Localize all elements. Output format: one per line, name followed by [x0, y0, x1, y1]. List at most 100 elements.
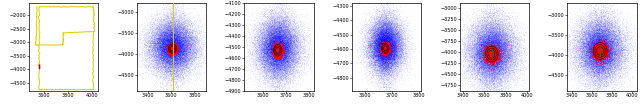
Point — [582, 44, 593, 46]
Point — [179, 48, 189, 49]
Point — [494, 59, 504, 61]
Point — [163, 40, 173, 41]
Point — [486, 61, 497, 63]
Point — [247, 55, 257, 57]
Point — [490, 42, 500, 44]
Point — [172, 50, 182, 52]
Point — [476, 69, 486, 70]
Point — [479, 59, 490, 61]
Point — [167, 67, 177, 69]
Point — [602, 55, 612, 57]
Point — [273, 70, 284, 72]
Point — [172, 28, 182, 29]
Point — [385, 34, 395, 36]
Point — [380, 53, 390, 54]
Point — [274, 39, 284, 41]
Point — [490, 22, 500, 24]
Point — [272, 71, 282, 73]
Point — [150, 42, 160, 44]
Point — [281, 44, 291, 46]
Point — [168, 48, 178, 50]
Point — [464, 42, 474, 44]
Point — [371, 24, 381, 26]
Point — [162, 14, 172, 16]
Point — [589, 80, 600, 82]
Point — [494, 22, 504, 23]
Point — [173, 57, 184, 59]
Point — [179, 34, 189, 36]
Point — [488, 58, 498, 60]
Point — [488, 62, 498, 63]
Point — [373, 67, 383, 68]
Point — [377, 25, 387, 27]
Point — [490, 57, 500, 58]
Point — [170, 46, 180, 47]
Point — [157, 43, 168, 44]
Point — [490, 46, 500, 48]
Point — [292, 57, 303, 59]
Point — [253, 51, 264, 53]
Point — [594, 55, 604, 56]
Point — [277, 77, 287, 79]
Point — [157, 40, 167, 42]
Point — [588, 55, 598, 57]
Point — [289, 18, 299, 20]
Point — [586, 36, 596, 38]
Point — [598, 46, 608, 48]
Point — [285, 41, 296, 43]
Point — [608, 37, 618, 39]
Point — [573, 40, 583, 42]
Point — [601, 42, 611, 44]
Point — [461, 58, 472, 60]
Point — [163, 37, 173, 39]
Point — [381, 68, 392, 70]
Point — [384, 35, 394, 36]
Point — [286, 56, 296, 58]
Point — [272, 37, 282, 39]
Point — [499, 44, 509, 46]
Point — [495, 28, 506, 30]
Point — [271, 49, 281, 50]
Point — [492, 57, 502, 59]
Point — [495, 47, 505, 48]
Point — [588, 81, 598, 82]
Point — [485, 53, 495, 55]
Point — [369, 47, 380, 49]
Point — [381, 83, 391, 85]
Point — [168, 5, 179, 7]
Point — [460, 45, 470, 47]
Point — [589, 56, 600, 58]
Point — [168, 43, 178, 45]
Point — [373, 40, 383, 41]
Point — [166, 43, 177, 45]
Point — [486, 37, 497, 39]
Point — [168, 59, 178, 61]
Point — [479, 53, 489, 54]
Point — [259, 49, 269, 51]
Point — [586, 76, 596, 78]
Point — [276, 51, 286, 53]
Point — [252, 66, 262, 68]
Point — [374, 42, 385, 44]
Point — [497, 55, 507, 56]
Point — [148, 27, 158, 28]
Point — [596, 34, 606, 36]
Point — [609, 44, 619, 46]
Point — [285, 59, 295, 61]
Point — [148, 66, 158, 68]
Point — [280, 55, 290, 57]
Point — [384, 41, 394, 43]
Point — [286, 29, 296, 31]
Point — [385, 35, 395, 37]
Point — [283, 49, 293, 51]
Point — [149, 41, 159, 43]
Point — [287, 59, 297, 60]
Point — [272, 31, 282, 33]
Point — [284, 51, 294, 52]
Point — [585, 42, 595, 43]
Point — [399, 54, 410, 56]
Point — [569, 22, 579, 24]
Point — [377, 49, 387, 50]
Point — [275, 47, 285, 49]
Point — [479, 52, 490, 54]
